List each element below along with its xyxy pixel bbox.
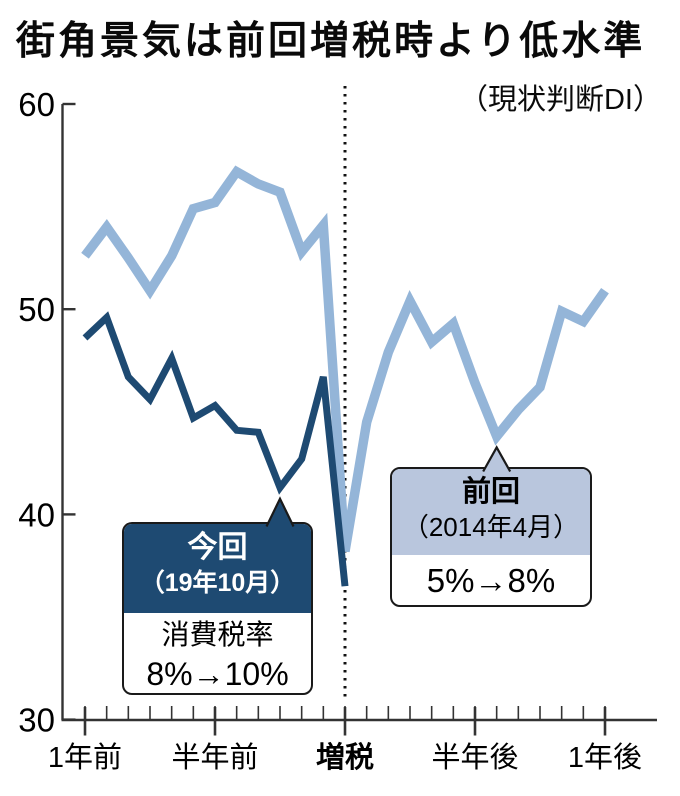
callout-previous-header: 前回 （2014年4月） xyxy=(392,469,590,555)
callout-previous-rate-change: 5%→8% xyxy=(426,562,556,599)
y-tick-label: 60 xyxy=(18,86,55,123)
callout-current-header: 今回 （19年10月） xyxy=(124,524,311,613)
callout-current-rate-change: 8%→10% xyxy=(146,656,289,692)
y-tick-label: 30 xyxy=(18,702,55,739)
callout-current-body-label: 消費税率 xyxy=(161,619,274,650)
callout-current-title: 今回 xyxy=(187,531,248,564)
callout-current-date: （19年10月） xyxy=(139,569,296,597)
y-tick-label: 50 xyxy=(18,291,55,328)
callout-current-tax-hike: 今回 （19年10月） 消費税率 8%→10% xyxy=(122,522,313,695)
y-tick-label: 40 xyxy=(18,496,55,533)
chart-title: 街角景気は前回増税時より低水準 xyxy=(16,20,646,63)
x-tick-label: 増税 xyxy=(316,741,374,774)
x-tick-label: 半年前 xyxy=(171,741,258,774)
callout-previous-tax-hike: 前回 （2014年4月） 5%→8% xyxy=(390,467,592,607)
series-previous-2014 xyxy=(81,165,609,553)
x-tick-label: 1年後 xyxy=(568,741,642,774)
chart-subtitle: （現状判断DI） xyxy=(458,84,662,116)
callout-current-body: 消費税率 8%→10% xyxy=(124,616,311,693)
callout-previous-body: 5%→8% xyxy=(392,556,590,605)
callout-previous-date: （2014年4月） xyxy=(402,512,580,542)
x-tick-label: 1年前 xyxy=(48,741,122,774)
x-tick-label: 半年後 xyxy=(431,741,518,774)
series-current-2019 xyxy=(82,311,349,587)
callout-previous-title: 前回 xyxy=(461,476,520,508)
